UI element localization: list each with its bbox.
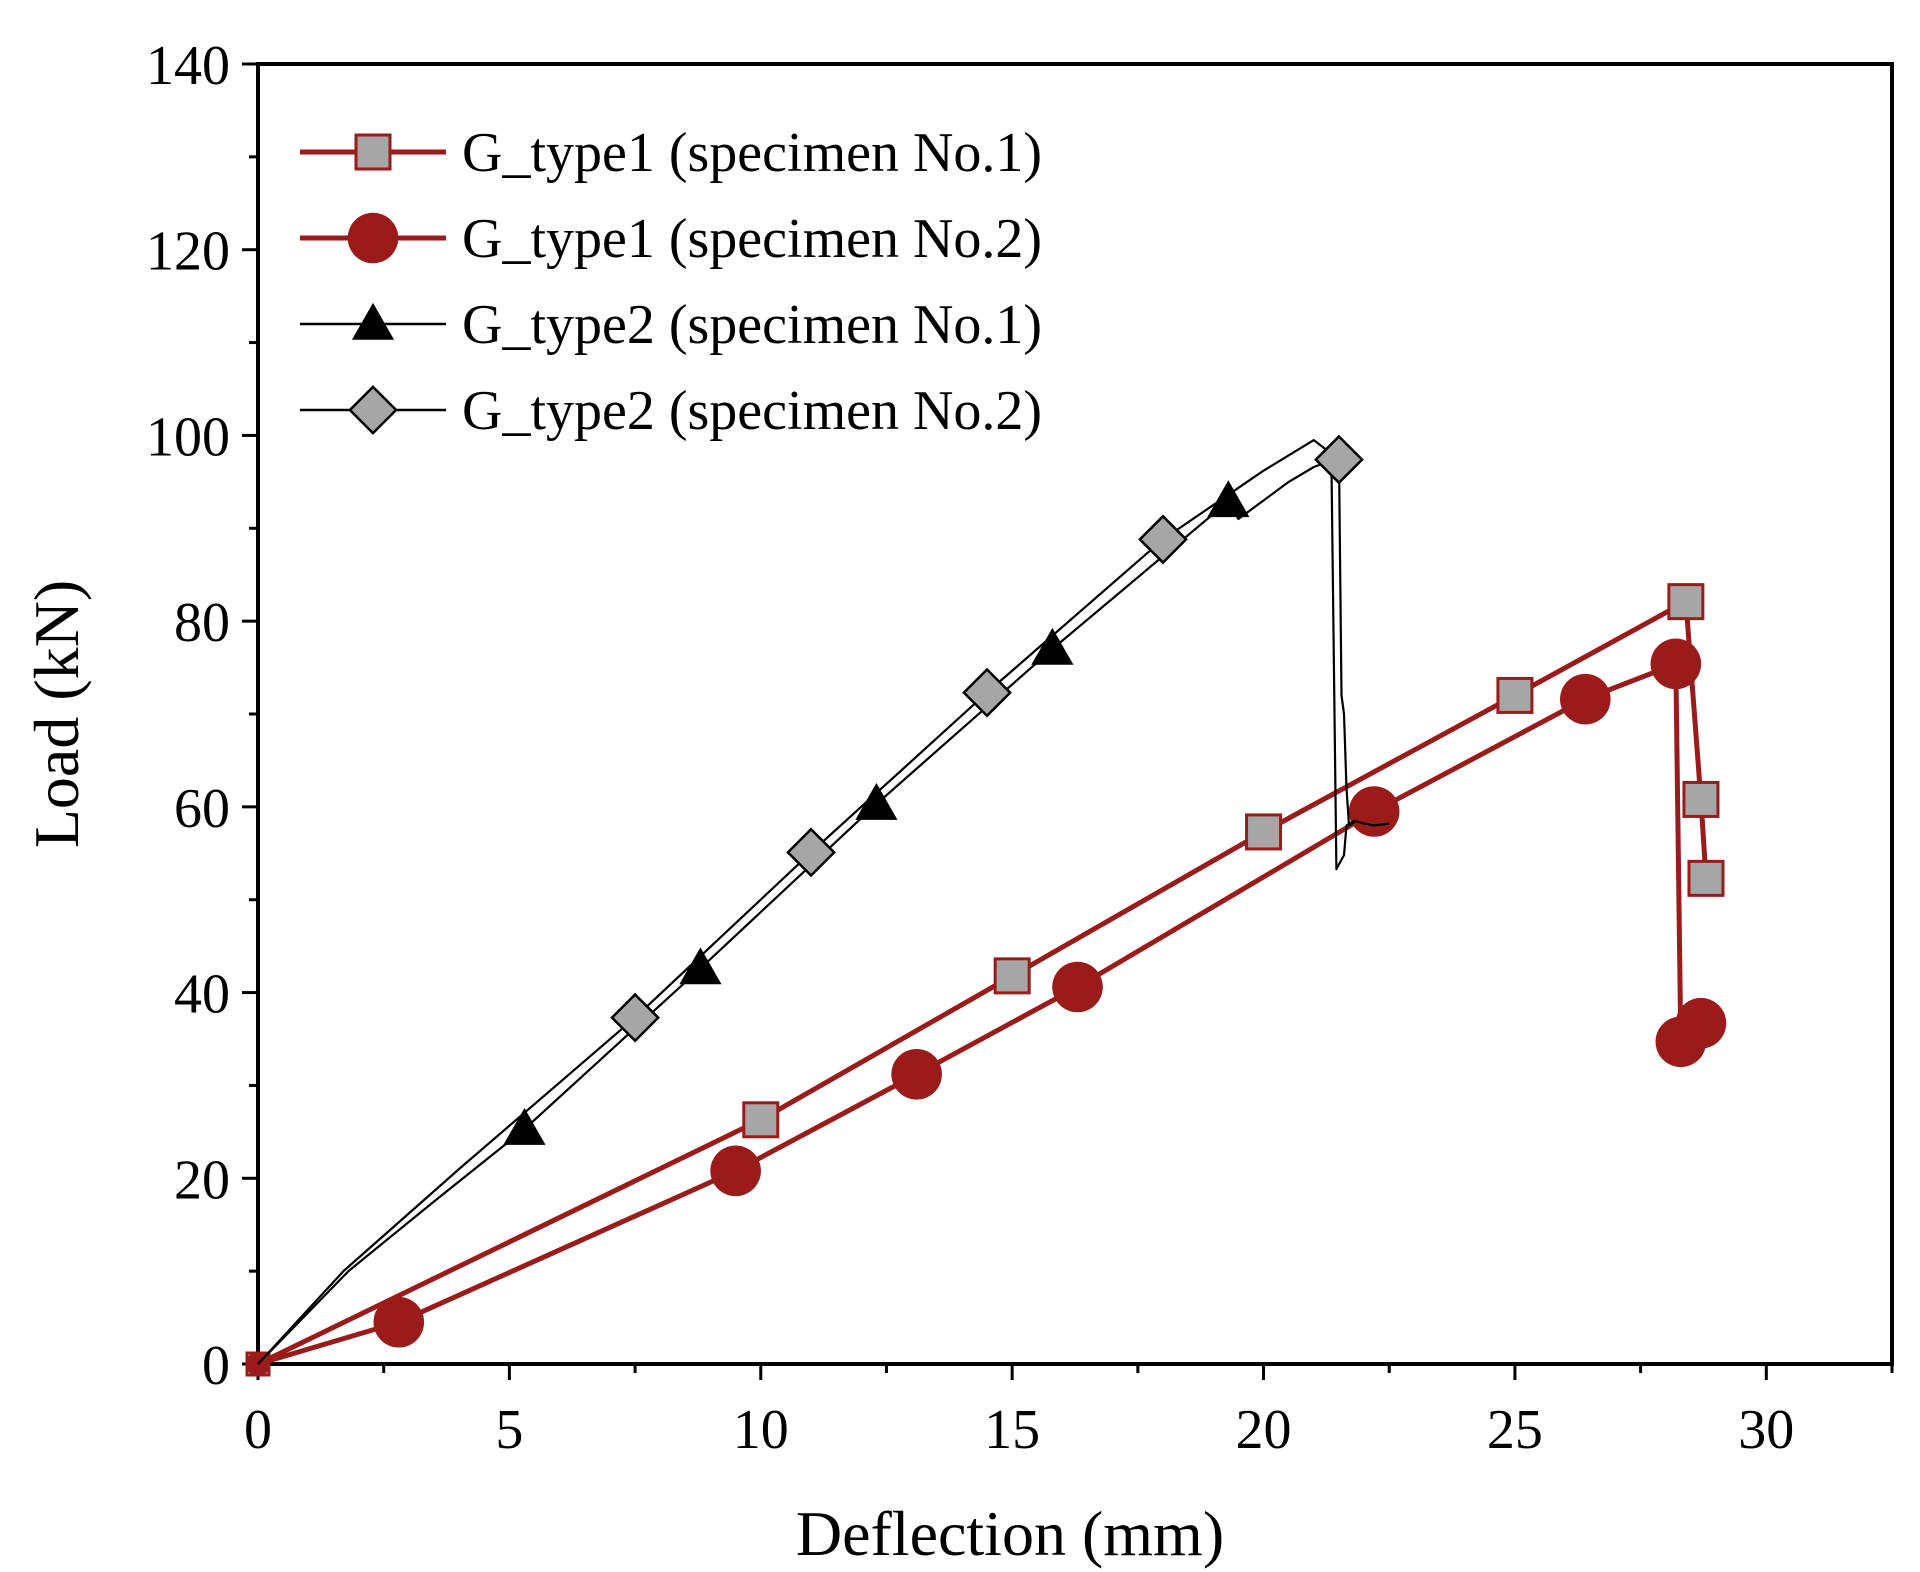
data-point bbox=[1348, 786, 1400, 837]
data-point bbox=[742, 1101, 780, 1139]
y-tick-label: 60 bbox=[174, 778, 230, 840]
data-point bbox=[610, 992, 660, 1043]
data-point bbox=[1496, 676, 1534, 714]
x-axis-ticks: 0 5 10 15 20 25 30 bbox=[244, 1364, 1894, 1461]
legend-label: G_type1 (specimen No.2) bbox=[462, 208, 1042, 270]
data-point bbox=[1667, 583, 1705, 621]
legend-marker bbox=[348, 385, 398, 435]
series-line bbox=[256, 599, 1709, 1367]
data-point bbox=[1314, 434, 1364, 485]
x-tick-label: 25 bbox=[1487, 1399, 1543, 1461]
y-tick-label: 0 bbox=[202, 1335, 230, 1397]
legend-marker bbox=[351, 302, 395, 340]
y-tick-label: 80 bbox=[174, 592, 230, 654]
data-point bbox=[1031, 627, 1074, 665]
data-point bbox=[962, 667, 1012, 718]
y-tick-label: 140 bbox=[146, 35, 230, 97]
data-point bbox=[679, 947, 722, 985]
legend-label: G_type1 (specimen No.1) bbox=[462, 122, 1042, 184]
x-tick-label: 5 bbox=[495, 1399, 523, 1461]
data-point bbox=[855, 782, 898, 820]
data-point bbox=[1138, 514, 1188, 565]
legend-marker bbox=[347, 212, 399, 264]
legend-label: G_type2 (specimen No.2) bbox=[462, 380, 1042, 442]
series-3 bbox=[257, 459, 1390, 1365]
data-point bbox=[891, 1048, 942, 1100]
legend-item: G_type1 (specimen No.1) bbox=[300, 122, 1042, 184]
x-tick-label: 15 bbox=[984, 1399, 1040, 1461]
data-point bbox=[1560, 673, 1611, 725]
data-point bbox=[993, 957, 1031, 995]
x-axis-title: Deflection (mm) bbox=[796, 1498, 1224, 1569]
data-point bbox=[710, 1145, 761, 1197]
data-point bbox=[373, 1296, 425, 1348]
y-tick-label: 20 bbox=[174, 1149, 230, 1211]
series-line bbox=[257, 439, 1358, 1365]
x-tick-label: 10 bbox=[733, 1399, 789, 1461]
legend-marker bbox=[354, 133, 392, 171]
legend-item: G_type1 (specimen No.2) bbox=[300, 208, 1042, 270]
y-axis-title: Load (kN) bbox=[21, 580, 92, 848]
series-4 bbox=[257, 434, 1364, 1365]
x-tick-label: 20 bbox=[1236, 1399, 1292, 1461]
data-point bbox=[1687, 859, 1725, 897]
data-point bbox=[1650, 638, 1702, 690]
x-tick-label: 30 bbox=[1738, 1399, 1794, 1461]
data-point bbox=[1682, 780, 1720, 818]
data-point bbox=[1245, 813, 1283, 851]
data-point bbox=[1207, 480, 1250, 518]
legend: G_type1 (specimen No.1) G_type1 (specimen… bbox=[300, 122, 1042, 442]
legend-label: G_type2 (specimen No.1) bbox=[462, 294, 1042, 356]
y-tick-label: 120 bbox=[146, 221, 230, 283]
series-1 bbox=[245, 583, 1725, 1377]
x-tick-label: 0 bbox=[244, 1399, 272, 1461]
data-point bbox=[503, 1107, 546, 1145]
y-axis-ticks: 0 20 40 60 80 100 120 140 bbox=[146, 35, 258, 1397]
data-point bbox=[1675, 997, 1727, 1049]
series-layer bbox=[245, 434, 1727, 1377]
legend-item: G_type2 (specimen No.2) bbox=[300, 380, 1042, 442]
legend-item: G_type2 (specimen No.1) bbox=[300, 294, 1042, 356]
data-point bbox=[1052, 961, 1103, 1013]
y-tick-label: 100 bbox=[146, 406, 230, 468]
y-tick-label: 40 bbox=[174, 964, 230, 1026]
data-point bbox=[786, 827, 836, 878]
series-line bbox=[257, 661, 1703, 1367]
